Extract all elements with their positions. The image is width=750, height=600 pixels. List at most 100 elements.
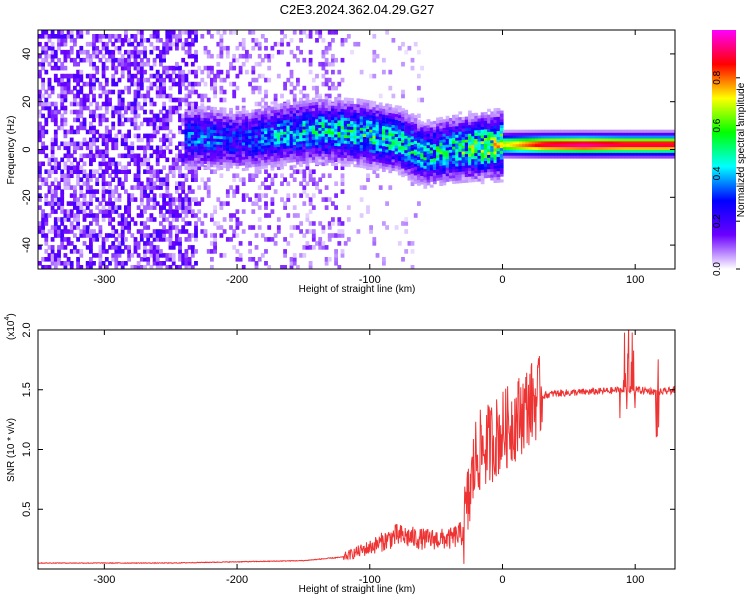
heatmap-cell — [366, 140, 370, 144]
heatmap-cell — [235, 151, 240, 155]
heatmap-cell — [264, 105, 268, 109]
heatmap-cell — [225, 122, 230, 126]
heatmap-cell — [149, 253, 154, 258]
heatmap-cell — [225, 119, 230, 123]
heatmap-cell — [85, 53, 90, 59]
heatmap-cell — [44, 169, 49, 174]
heatmap-cell — [178, 205, 182, 210]
heatmap-cell — [267, 156, 272, 160]
heatmap-cell — [120, 249, 125, 254]
heatmap-cell — [181, 217, 186, 222]
heatmap-cell — [372, 115, 377, 119]
heatmap-cell — [194, 38, 198, 43]
heatmap-cell — [73, 169, 77, 174]
heatmap-cell — [251, 201, 256, 206]
heatmap-cell — [264, 131, 268, 135]
heatmap-cell — [114, 165, 119, 170]
heatmap-cell — [458, 145, 463, 149]
heatmap-cell — [289, 107, 294, 111]
heatmap-cell — [143, 97, 147, 103]
heatmap-cell — [426, 119, 431, 123]
heatmap-cell — [375, 110, 380, 114]
heatmap-cell — [327, 77, 332, 83]
heatmap-cell — [213, 249, 217, 254]
heatmap-cell — [181, 97, 186, 103]
heatmap-cell — [382, 154, 386, 158]
heatmap-cell — [356, 138, 361, 142]
heatmap-cell — [203, 146, 208, 150]
heatmap-cell — [203, 126, 208, 130]
heatmap-cell — [528, 141, 533, 145]
heatmap-cell — [155, 253, 160, 258]
heatmap-cell — [95, 145, 100, 151]
heatmap-cell — [468, 156, 472, 160]
heatmap-cell — [385, 117, 389, 121]
heatmap-cell — [168, 129, 173, 135]
heatmap-cell — [283, 265, 287, 269]
heatmap-cell — [528, 155, 533, 159]
heatmap-cell — [260, 117, 265, 121]
heatmap-cell — [496, 153, 501, 157]
heatmap-cell — [171, 41, 176, 47]
heatmap-cell — [496, 176, 501, 180]
heatmap-cell — [108, 189, 112, 194]
heatmap-cell — [464, 179, 469, 183]
heatmap-cell — [299, 49, 303, 55]
heatmap-cell — [493, 145, 498, 149]
heatmap-cell — [296, 127, 300, 131]
heatmap-cell — [139, 189, 144, 194]
heatmap-cell — [178, 149, 182, 155]
heatmap-cell — [327, 156, 332, 160]
heatmap-cell — [184, 249, 189, 254]
heatmap-cell — [353, 109, 358, 113]
heatmap-cell — [318, 101, 323, 105]
heatmap-cell — [222, 144, 227, 148]
heatmap-cell — [175, 181, 179, 186]
heatmap-cell — [111, 201, 116, 206]
heatmap-cell — [554, 132, 558, 136]
heatmap-cell — [372, 161, 377, 165]
heatmap-cell — [60, 237, 65, 242]
heatmap-cell — [165, 209, 170, 214]
heatmap-cell — [375, 156, 380, 160]
heatmap-cell — [149, 34, 154, 39]
heatmap-cell — [257, 148, 262, 152]
heatmap-cell — [560, 132, 565, 136]
heatmap-cell — [375, 150, 380, 154]
heatmap-cell — [200, 140, 205, 144]
heatmap-cell — [120, 169, 125, 174]
heatmap-cell — [334, 154, 338, 158]
heatmap-cell — [356, 144, 361, 148]
heatmap-cell — [222, 97, 227, 103]
heatmap-cell — [92, 253, 96, 258]
heatmap-cell — [95, 38, 100, 43]
heatmap-cell — [155, 233, 160, 238]
heatmap-cell — [178, 265, 182, 269]
heatmap-cell — [318, 133, 323, 137]
heatmap-cell — [477, 138, 482, 142]
heatmap-cell — [480, 118, 485, 122]
heatmap-cell — [254, 140, 259, 144]
heatmap-cell — [120, 113, 125, 119]
heatmap-cell — [382, 108, 386, 112]
heatmap-cell — [483, 126, 488, 130]
heatmap-cell — [518, 141, 523, 145]
heatmap-cell — [382, 117, 386, 121]
heatmap-cell — [219, 156, 224, 160]
heatmap-cell — [493, 108, 498, 112]
heatmap-cell — [541, 144, 545, 148]
heatmap-cell — [238, 148, 243, 152]
heatmap-cell — [499, 116, 504, 120]
heatmap-cell — [487, 160, 491, 164]
heatmap-cell — [270, 150, 275, 154]
heatmap-cell — [538, 141, 542, 145]
heatmap-cell — [359, 98, 364, 102]
heatmap-cell — [108, 97, 112, 103]
heatmap-cell — [120, 217, 125, 222]
heatmap-cell — [362, 102, 367, 106]
heatmap-cell — [311, 181, 316, 186]
heatmap-cell — [213, 129, 217, 133]
heatmap-cell — [471, 136, 475, 140]
heatmap-cell — [98, 229, 103, 234]
heatmap-cell — [200, 111, 205, 115]
